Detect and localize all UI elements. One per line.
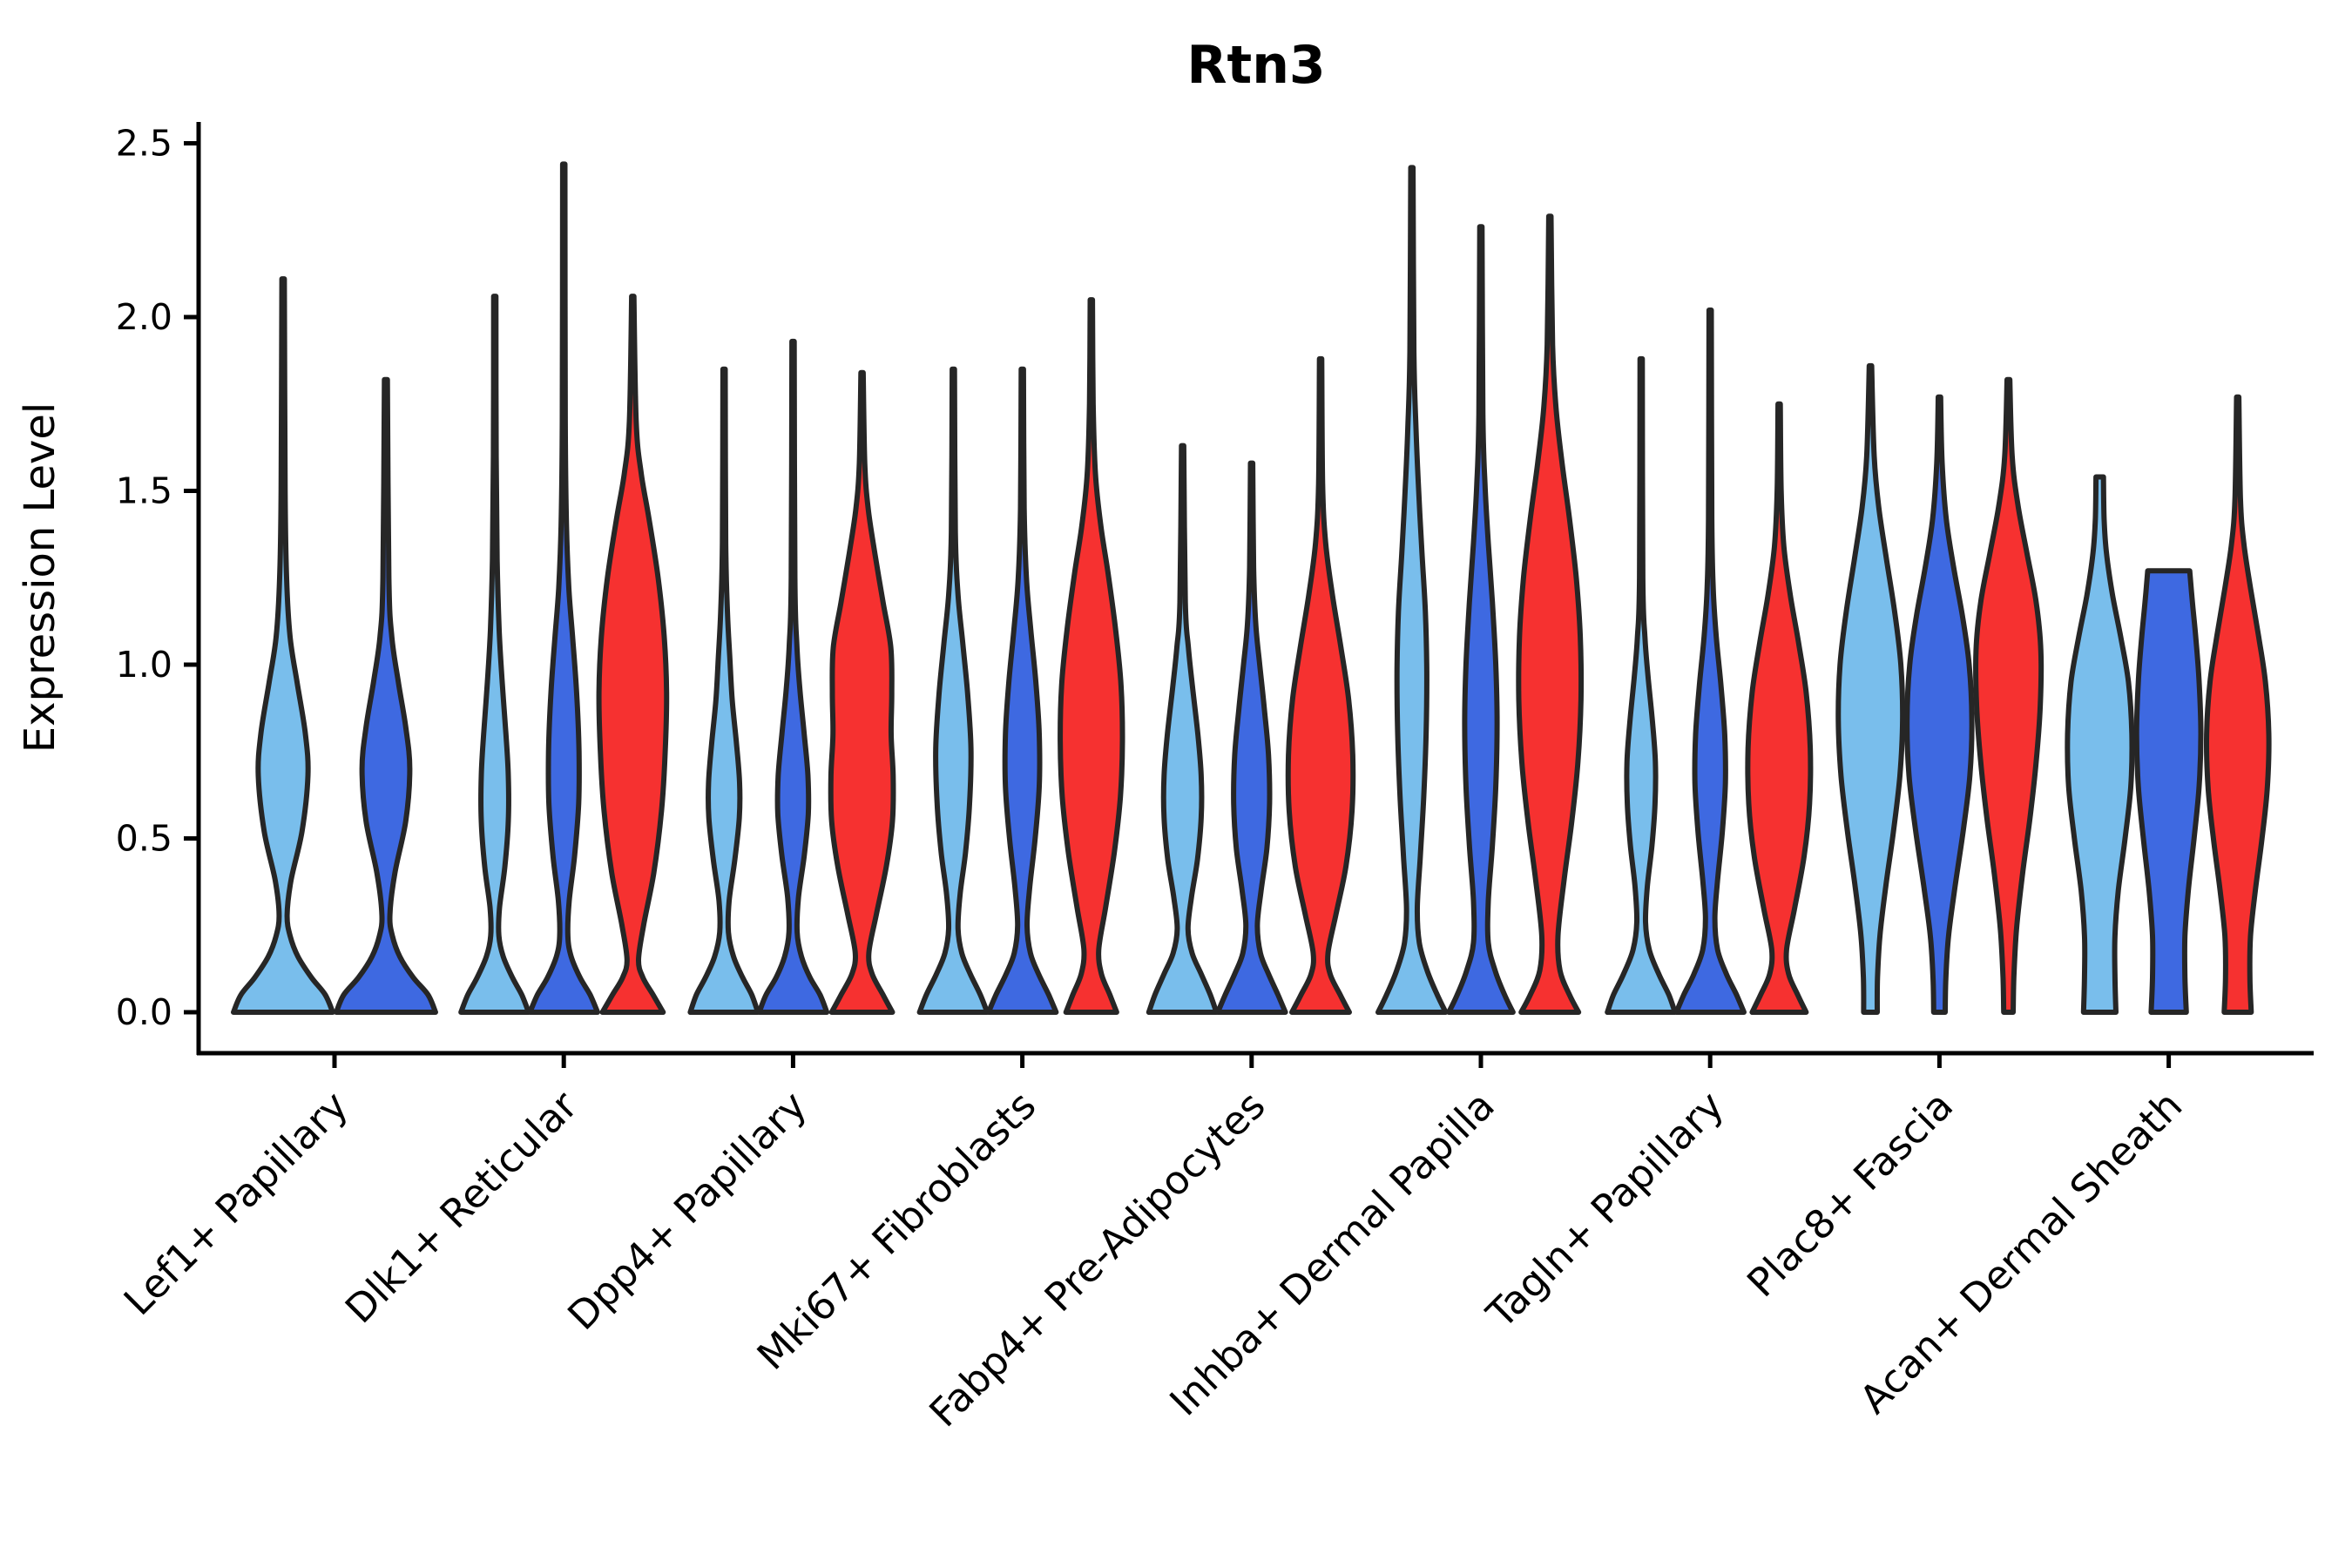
x-tick-label-dlk1-reticular: Dlk1+ Reticular: [336, 1082, 586, 1332]
y-axis-label: Expression Level: [16, 402, 64, 754]
violin-inhba-dermal-papilla-dark_blue: [1446, 224, 1516, 1015]
violin-plac8-fascia-red: [1973, 376, 2044, 1015]
y-tick-label: 0.0: [116, 991, 172, 1033]
y-tick-label: 1.5: [116, 470, 172, 512]
chart-title: Rtn3: [1186, 35, 1325, 96]
violin-dlk1-reticular-red: [596, 294, 670, 1015]
violin-dpp4-papillary-light_blue: [687, 366, 760, 1015]
violin-inhba-dermal-papilla-red: [1516, 213, 1585, 1015]
axes-spines: [196, 122, 2314, 1056]
y-tick-label: 2.5: [116, 123, 172, 165]
violin-inhba-dermal-papilla-light_blue: [1375, 165, 1449, 1015]
violin-mki67-fibroblasts-red: [1058, 297, 1125, 1015]
violin-lef1-papillary-dark_blue: [334, 376, 438, 1015]
y-tick-label: 2.0: [116, 296, 172, 338]
violin-fabp4-pre-adipocytes-dark_blue: [1215, 460, 1288, 1015]
violin-acan-dermal-sheath-dark_blue: [2133, 568, 2204, 1015]
violin-tagln-papillary-dark_blue: [1673, 308, 1747, 1015]
x-tick-label-dpp4-papillary: Dpp4+ Papillary: [558, 1082, 815, 1339]
violin-mki67-fibroblasts-dark_blue: [985, 366, 1059, 1015]
violin-tagln-papillary-red: [1745, 401, 1814, 1015]
x-tick-label-tagln-papillary: Tagln+ Papillary: [1477, 1082, 1733, 1337]
x-tick-label-plac8-fascia: Plac8+ Fascia: [1738, 1082, 1962, 1306]
violin-shapes: [231, 161, 2272, 1015]
violin-acan-dermal-sheath-light_blue: [2065, 474, 2135, 1015]
y-tick-label: 1.0: [116, 644, 172, 686]
violin-acan-dermal-sheath-red: [2203, 394, 2272, 1015]
violin-tagln-papillary-light_blue: [1605, 355, 1678, 1015]
y-axis-ticks: 0.0 0.5 1.0 1.5 2.0 2.5: [116, 123, 199, 1033]
violin-mki67-fibroblasts-light_blue: [916, 366, 990, 1015]
violin-plac8-fascia-light_blue: [1835, 362, 1906, 1015]
violin-dlk1-reticular-light_blue: [458, 294, 531, 1015]
violin-dpp4-papillary-red: [828, 369, 896, 1015]
violin-lef1-papillary-light_blue: [231, 276, 335, 1015]
x-tick-label-lef1-papillary: Lef1+ Papillary: [115, 1082, 357, 1324]
violin-dpp4-papillary-dark_blue: [756, 338, 830, 1015]
violin-plac8-fascia-dark_blue: [1904, 394, 1975, 1015]
violin-fabp4-pre-adipocytes-red: [1285, 355, 1356, 1015]
violin-fabp4-pre-adipocytes-light_blue: [1146, 443, 1220, 1015]
violin-dlk1-reticular-dark_blue: [527, 161, 600, 1015]
y-tick-label: 0.5: [116, 818, 172, 860]
